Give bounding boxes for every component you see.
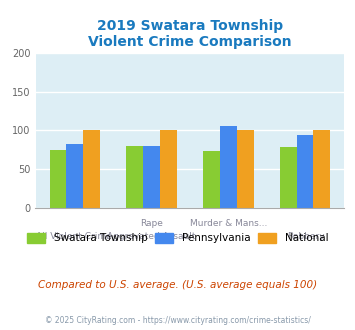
Bar: [83, 130, 100, 208]
Text: Rape: Rape: [140, 219, 163, 228]
Bar: [313, 130, 330, 208]
Bar: [296, 135, 313, 208]
Legend: Swatara Township, Pennsylvania, National: Swatara Township, Pennsylvania, National: [27, 233, 328, 244]
Bar: [143, 146, 160, 208]
Text: Murder & Mans...: Murder & Mans...: [190, 219, 267, 228]
Bar: [280, 147, 296, 208]
Bar: [220, 126, 237, 208]
Bar: [126, 146, 143, 208]
Bar: [203, 151, 220, 208]
Bar: [50, 150, 66, 208]
Title: 2019 Swatara Township
Violent Crime Comparison: 2019 Swatara Township Violent Crime Comp…: [88, 19, 292, 49]
Text: All Violent Crime: All Violent Crime: [36, 232, 112, 241]
Text: © 2025 CityRating.com - https://www.cityrating.com/crime-statistics/: © 2025 CityRating.com - https://www.city…: [45, 316, 310, 325]
Bar: [66, 144, 83, 208]
Bar: [160, 130, 177, 208]
Text: Aggravated Assault: Aggravated Assault: [107, 232, 196, 241]
Text: Robbery: Robbery: [287, 232, 324, 241]
Bar: [237, 130, 253, 208]
Text: Compared to U.S. average. (U.S. average equals 100): Compared to U.S. average. (U.S. average …: [38, 280, 317, 290]
